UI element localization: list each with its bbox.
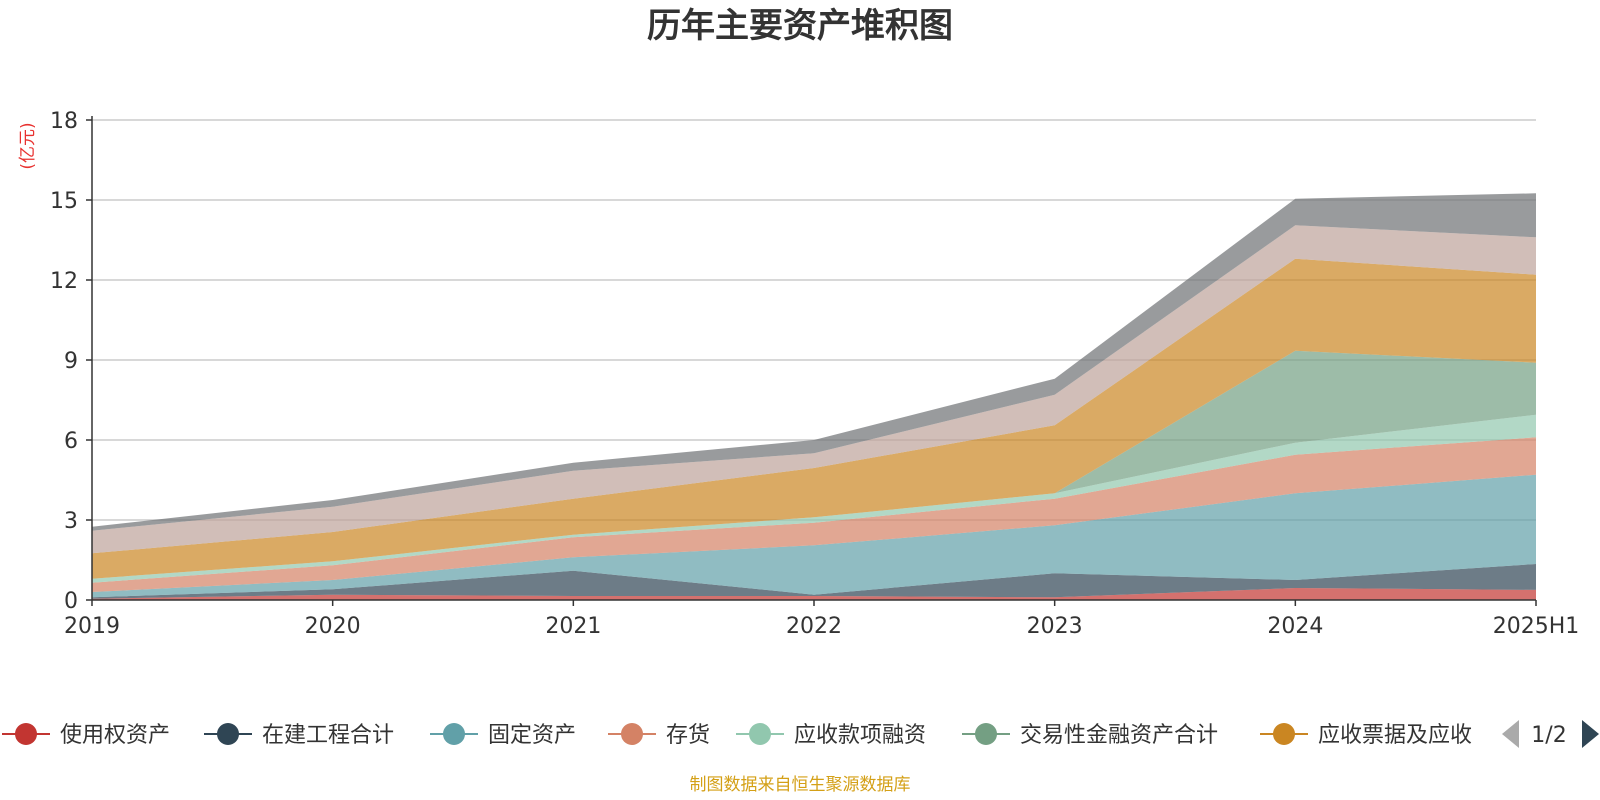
y-tick-label: 12 [50, 269, 78, 294]
legend-label: 固定资产 [488, 723, 576, 748]
area-series-货币资金 [92, 193, 1536, 531]
area-series-预付款项 [92, 225, 1536, 554]
y-axis-unit-label: (亿元) [18, 122, 38, 169]
legend-item[interactable]: 在建工程合计 [204, 723, 394, 748]
legend-marker-icon [621, 723, 643, 745]
chart-title: 历年主要资产堆积图 [647, 6, 953, 46]
y-tick-label: 9 [64, 349, 78, 374]
legend-item[interactable]: 存货 [608, 723, 710, 748]
legend-label: 应收款项融资 [794, 723, 926, 748]
x-tick-label: 2023 [1027, 614, 1083, 639]
area-series-在建工程合计 [92, 564, 1536, 599]
legend-item[interactable]: 使用权资产 [2, 723, 170, 748]
axes: 0 3 6 9 12 15 18 2019 2020 2021 2022 2023 2024 2025H1 [50, 109, 1579, 639]
legend-item[interactable]: 交易性金融资产合计 [962, 723, 1218, 748]
legend-item[interactable]: 应收票据及应收 [1260, 723, 1472, 748]
legend-marker-icon [443, 723, 465, 745]
y-tick-label: 6 [64, 429, 78, 454]
legend-marker-icon [217, 723, 239, 745]
x-tick-label: 2022 [786, 614, 842, 639]
legend: 使用权资产 在建工程合计 固定资产 存货 应收款项融资 交易性金融资产合计 应收票据及应收 [2, 723, 1472, 748]
legend-item[interactable]: 固定资产 [430, 723, 576, 748]
x-tick-label: 2021 [545, 614, 601, 639]
legend-marker-icon [975, 723, 997, 745]
area-series-应收款项融资 [92, 414, 1536, 583]
legend-pager: 1/2 [1502, 720, 1599, 748]
legend-page-indicator: 1/2 [1531, 723, 1566, 748]
legend-marker-icon [749, 723, 771, 745]
y-tick-label: 3 [64, 509, 78, 534]
area-series-应收票据及应收账款 [92, 258, 1536, 579]
area-series-使用权资产 [92, 588, 1536, 600]
x-tick-label: 2019 [64, 614, 120, 639]
source-note: 制图数据来自恒生聚源数据库 [690, 775, 911, 795]
legend-label: 应收票据及应收 [1318, 723, 1472, 748]
x-tick-label: 2025H1 [1493, 614, 1580, 639]
legend-label: 在建工程合计 [262, 723, 394, 748]
legend-label: 存货 [666, 723, 710, 748]
x-tick-label: 2024 [1267, 614, 1323, 639]
legend-marker-icon [15, 723, 37, 745]
y-tick-label: 18 [50, 109, 78, 134]
legend-next-page-icon[interactable] [1582, 720, 1599, 748]
legend-item[interactable]: 应收款项融资 [736, 723, 926, 748]
y-tick-label: 15 [50, 189, 78, 214]
x-tick-label: 2020 [305, 614, 361, 639]
legend-label: 交易性金融资产合计 [1020, 723, 1218, 748]
area-series-存货 [92, 437, 1536, 592]
legend-prev-page-icon[interactable] [1502, 720, 1519, 748]
legend-label: 使用权资产 [60, 723, 170, 748]
area-series-交易性金融资产合计 [92, 350, 1536, 579]
area-series-group [92, 193, 1536, 600]
y-tick-label: 0 [64, 589, 78, 614]
area-series-固定资产 [92, 474, 1536, 598]
legend-marker-icon [1273, 723, 1295, 745]
